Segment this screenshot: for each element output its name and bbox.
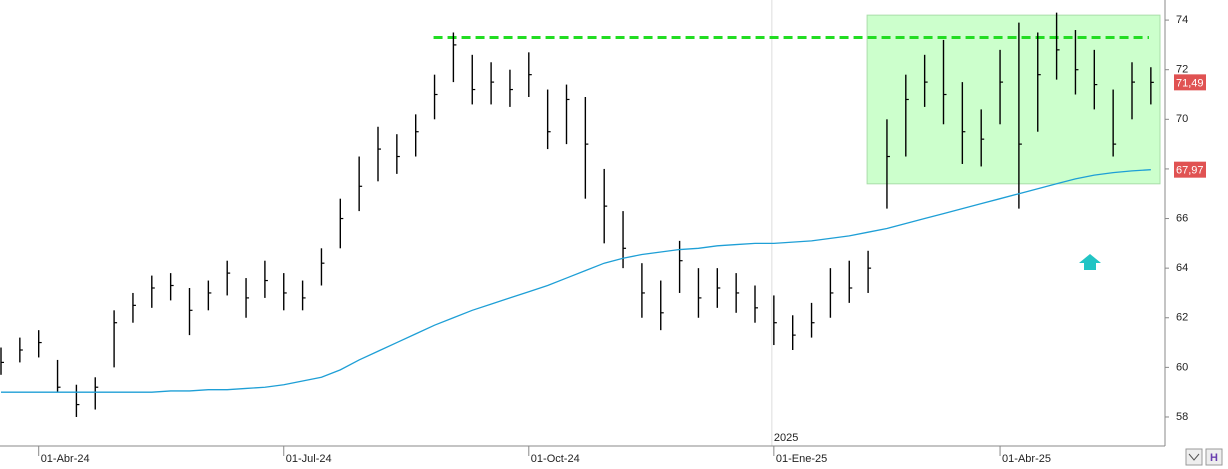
scroll-button[interactable]	[1185, 448, 1203, 466]
y-tick-label: 74	[1176, 14, 1188, 26]
x-tick-label: 01-Oct-24	[531, 453, 580, 465]
arrow-icon	[1079, 254, 1101, 270]
y-tick-label: 72	[1176, 64, 1188, 76]
ma-last-label: 67,97	[1176, 165, 1204, 177]
x-tick-label: 01-Ene-25	[776, 453, 827, 465]
y-tick-label: 60	[1176, 361, 1188, 373]
y-tick-label: 70	[1176, 113, 1188, 125]
save-icon: H	[1210, 452, 1218, 464]
plot	[0, 0, 1161, 446]
chevron-icon	[1188, 453, 1200, 461]
y-tick-label: 66	[1176, 212, 1188, 224]
moving-average	[1, 169, 1151, 393]
year-label: 2025	[774, 432, 798, 444]
x-tick-label: 01-Abr-25	[1002, 453, 1051, 465]
last-price-label-box	[1174, 74, 1206, 91]
x-tick-label: 01-Jul-24	[286, 453, 332, 465]
y-tick-label: 62	[1176, 312, 1188, 324]
ma-last-label-box	[1174, 161, 1206, 178]
x-tick-label: 01-Abr-24	[41, 453, 90, 465]
y-tick-label: 58	[1176, 411, 1188, 423]
save-button[interactable]	[1205, 448, 1223, 466]
y-tick-label: 64	[1176, 262, 1188, 274]
last-price-label: 71,49	[1176, 77, 1204, 89]
highlight-box	[866, 14, 1161, 185]
